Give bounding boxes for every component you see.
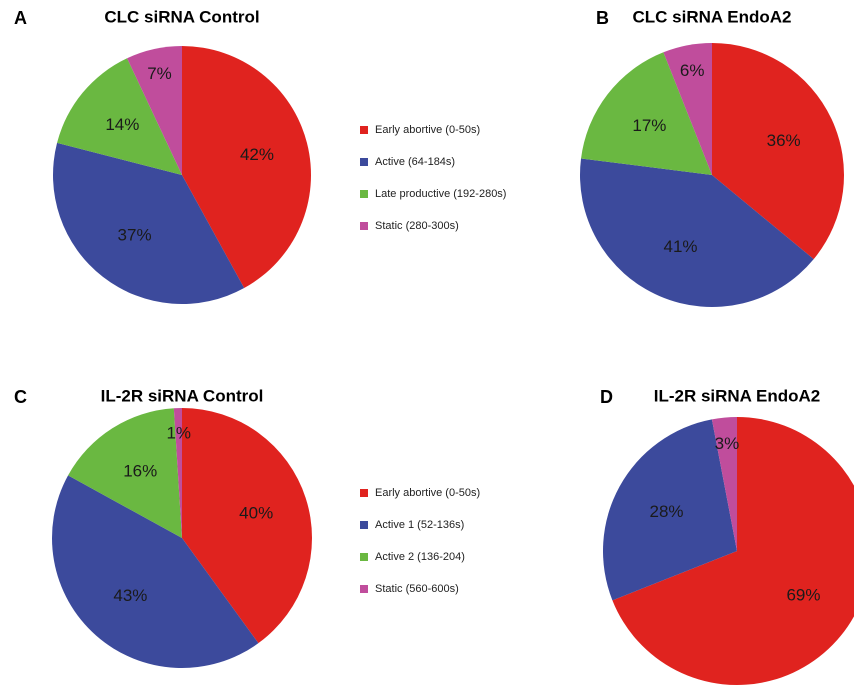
panel-letter: B — [596, 8, 609, 28]
chart-title: CLC siRNA EndoA2 — [633, 7, 792, 26]
legend-swatch — [360, 553, 368, 561]
legend-label: Late productive (192-280s) — [375, 188, 506, 200]
pie-slice — [580, 158, 814, 308]
legend-swatch — [360, 521, 368, 529]
legend-swatch — [360, 190, 368, 198]
legend-swatch — [360, 222, 368, 230]
legend-label: Static (280-300s) — [375, 220, 459, 232]
legend-label: Static (560-600s) — [375, 583, 459, 595]
chart-title: IL-2R siRNA EndoA2 — [654, 386, 821, 405]
pie-slice — [52, 475, 259, 668]
chart-title: IL-2R siRNA Control — [101, 386, 264, 405]
slice-label: 28% — [650, 502, 684, 521]
legend-label: Early abortive (0-50s) — [375, 124, 480, 136]
slice-label: 69% — [786, 586, 820, 605]
pie-slice — [612, 417, 854, 685]
pie-slice — [603, 419, 737, 601]
pie-slice — [712, 43, 844, 260]
slice-label: 16% — [123, 462, 157, 481]
pie-slice — [53, 142, 245, 304]
pie-slice — [663, 43, 712, 175]
pie-slice — [68, 408, 182, 538]
slice-label: 3% — [715, 434, 740, 453]
panel-letter: C — [14, 387, 27, 407]
slice-label: 14% — [105, 115, 139, 134]
panel-letter: A — [14, 8, 27, 28]
legend-swatch — [360, 585, 368, 593]
pie-slice — [173, 408, 182, 538]
slice-label: 1% — [166, 424, 191, 443]
pie-slice — [581, 52, 712, 176]
slice-label: 41% — [664, 237, 698, 256]
pie-slice — [711, 417, 737, 551]
legend-label: Early abortive (0-50s) — [375, 487, 480, 499]
slice-label: 7% — [147, 64, 172, 83]
slice-label: 42% — [240, 145, 274, 164]
pie-slice — [57, 58, 182, 175]
panel-letter: D — [600, 387, 613, 407]
slice-label: 43% — [113, 586, 147, 605]
legend-swatch — [360, 158, 368, 166]
legend-swatch — [360, 489, 368, 497]
legend-label: Active 2 (136-204) — [375, 551, 465, 563]
slice-label: 6% — [680, 61, 705, 80]
legend-label: Active (64-184s) — [375, 156, 455, 168]
legend-swatch — [360, 126, 368, 134]
slice-label: 37% — [118, 226, 152, 245]
slice-label: 40% — [239, 503, 273, 522]
chart-title: CLC siRNA Control — [104, 7, 259, 26]
slice-label: 17% — [632, 116, 666, 135]
pie-slice — [182, 408, 312, 644]
pie-slice — [127, 46, 182, 175]
legend-label: Active 1 (52-136s) — [375, 519, 464, 531]
slice-label: 36% — [767, 131, 801, 150]
pie-slice — [182, 46, 311, 289]
